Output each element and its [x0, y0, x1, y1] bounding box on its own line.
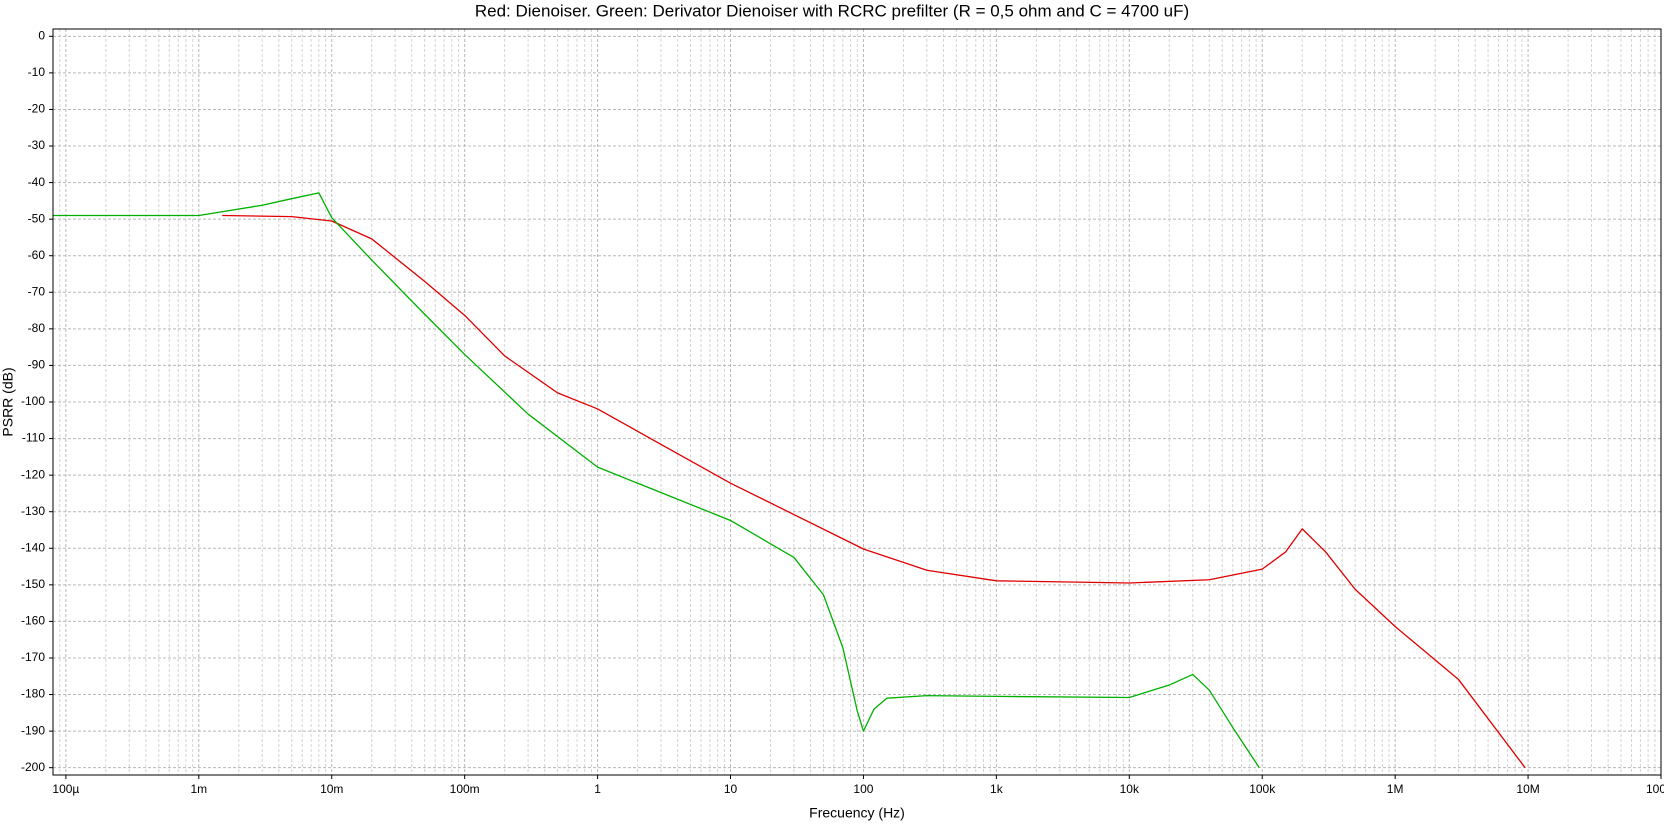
series-line [53, 192, 1260, 769]
y-tick-label: -170 [21, 650, 45, 664]
grid [53, 29, 1662, 775]
y-tick-label: -40 [28, 175, 46, 189]
x-tick-label: 1m [190, 782, 207, 796]
y-tick-label: -130 [21, 504, 45, 518]
x-tick-label: 1 [594, 782, 601, 796]
y-tick-label: -150 [21, 577, 45, 591]
y-tick-label: -110 [22, 431, 45, 445]
y-tick-label: -30 [28, 138, 46, 152]
x-tick-label: 100M [1646, 782, 1664, 796]
y-tick-label: -200 [21, 760, 45, 774]
y-axis-label: PSRR (dB) [0, 367, 16, 436]
x-tick-label: 100 [853, 782, 873, 796]
y-tick-label: -120 [21, 467, 45, 481]
y-tick-label: -80 [28, 321, 46, 335]
plot-area [53, 192, 1526, 769]
x-tick-label: 1k [990, 782, 1004, 796]
x-tick-label: 100µ [52, 782, 79, 796]
x-tick-label: 10m [320, 782, 343, 796]
x-tick-label: 100m [450, 782, 480, 796]
x-tick-label: 1M [1387, 782, 1404, 796]
y-tick-label: -180 [21, 687, 45, 701]
x-axis-label: Frecuency (Hz) [809, 805, 905, 821]
chart-title: Red: Dienoiser. Green: Derivator Dienois… [475, 1, 1189, 20]
y-tick-label: -10 [28, 65, 46, 79]
y-tick-label: -140 [21, 540, 45, 554]
y-tick-label: -50 [28, 211, 46, 225]
y-tick-label: -90 [28, 358, 46, 372]
x-tick-label: 10M [1516, 782, 1539, 796]
series-line [222, 214, 1526, 769]
y-tick-label: -160 [21, 614, 45, 628]
x-tick-label: 100k [1249, 782, 1276, 796]
x-tick-label: 10k [1120, 782, 1140, 796]
y-tick-label: -70 [28, 284, 46, 298]
y-tick-label: 0 [38, 28, 45, 42]
y-tick-label: -100 [21, 394, 45, 408]
y-tick-label: -190 [21, 723, 45, 737]
y-tick-label: -20 [28, 102, 46, 116]
y-tick-label: -60 [28, 248, 46, 262]
x-tick-label: 10 [724, 782, 738, 796]
